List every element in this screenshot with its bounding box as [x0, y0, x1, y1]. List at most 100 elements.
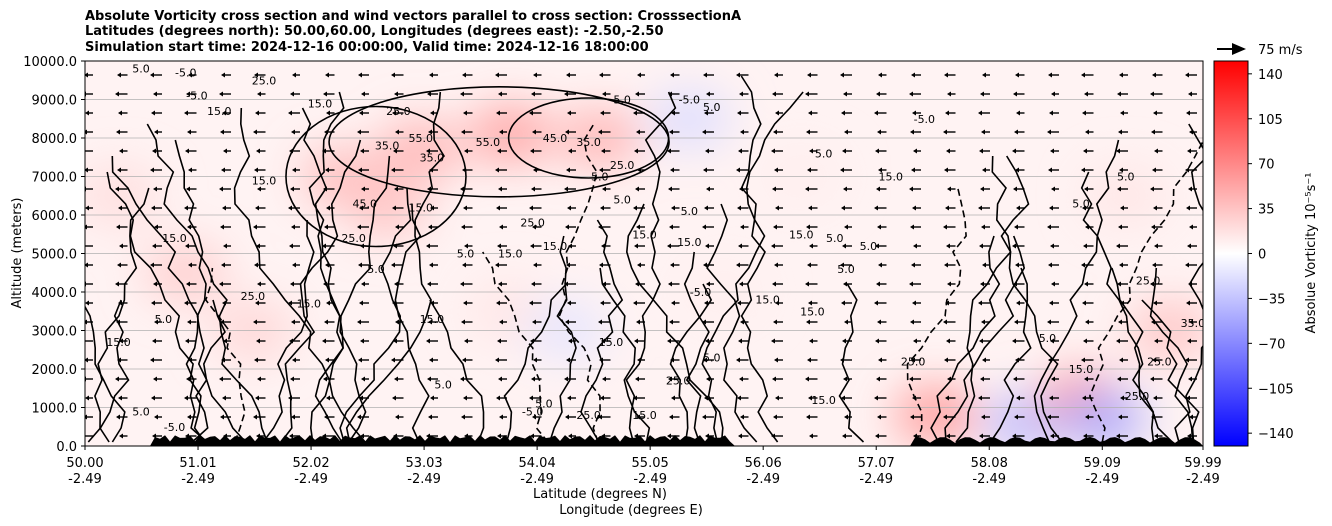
wind-vector-head [1154, 433, 1158, 439]
wind-vector-head [289, 148, 293, 154]
wind-vector-head [291, 414, 295, 420]
wind-vector-head [185, 243, 189, 249]
x-axis: 50.00-2.4951.01-2.4952.02-2.4953.03-2.49… [66, 446, 1222, 487]
wind-vector-head [530, 243, 534, 249]
wind-vector-head [635, 281, 639, 287]
contour-label: 15.0 [162, 232, 187, 245]
contour-label: 15.0 [632, 228, 657, 241]
vorticity-blob [378, 119, 463, 180]
wind-vector-head [255, 300, 259, 306]
contour-label: 45.0 [353, 197, 378, 210]
wind-vector-head [533, 72, 537, 78]
wind-vector-head [1188, 186, 1192, 192]
wind-vector-head [532, 224, 536, 230]
wind-vector-head [774, 72, 778, 78]
wind-vector-head [1014, 224, 1018, 230]
contour-line [191, 299, 226, 443]
wind-vector-head [119, 148, 123, 154]
wind-vector-head [426, 338, 430, 344]
wind-vector-head [875, 433, 879, 439]
wind-vector-head [291, 319, 295, 325]
wind-vector-head [427, 281, 431, 287]
wind-vector-head [668, 91, 672, 97]
wind-vector-head [981, 319, 985, 325]
contour-label: 25.0 [1125, 390, 1150, 403]
wind-vector-head [771, 433, 775, 439]
wind-vector-head [186, 91, 190, 97]
wind-vector-head [598, 414, 602, 420]
contour-line [233, 107, 366, 443]
wind-vector-head [1150, 91, 1154, 97]
wind-vector-head [496, 110, 500, 116]
wind-vector-head [464, 338, 468, 344]
wind-vector-head [115, 91, 119, 97]
wind-vector-head [257, 376, 261, 382]
wind-vector-head [322, 338, 326, 344]
wind-vector-head [464, 243, 468, 249]
contour-line [706, 203, 758, 443]
wind-vector-head [1016, 110, 1020, 116]
wind-vector-head [878, 72, 882, 78]
wind-vector-head [531, 91, 535, 97]
wind-vector-head [567, 395, 571, 401]
wind-vector-head [564, 186, 568, 192]
wind-vector-head [85, 357, 88, 363]
wind-vector-head [1185, 262, 1189, 268]
wind-vector-head [188, 357, 192, 363]
wind-vector-head [909, 376, 913, 382]
contour-label: 5.0 [613, 94, 631, 107]
wind-vector-head [600, 300, 604, 306]
wind-vector-head [667, 433, 671, 439]
wind-vector-head [909, 91, 913, 97]
contour-label: 5.0 [434, 378, 452, 391]
wind-vector-head [601, 338, 605, 344]
wind-vector-head [1047, 414, 1051, 420]
contour-label: 5.0 [132, 63, 150, 76]
wind-vector-head [323, 91, 327, 97]
wind-vector-head [598, 129, 602, 135]
wind-vector-head [116, 319, 120, 325]
wind-vector-head [981, 414, 985, 420]
wind-vector-head [910, 129, 914, 135]
wind-vector-head [1014, 319, 1018, 325]
wind-vector-head [736, 262, 740, 268]
contour-line [503, 283, 567, 443]
chart-title-line-2: Latitudes (degrees north): 50.00,60.00, … [85, 24, 664, 39]
wind-vector-head [1116, 338, 1120, 344]
wind-vector-head [565, 224, 569, 230]
wind-vector-head [775, 205, 779, 211]
wind-vector-head [118, 300, 122, 306]
wind-vector-head [1188, 376, 1192, 382]
wind-vector-head [739, 281, 743, 287]
wind-vector-head [705, 338, 709, 344]
wind-vector-head [496, 395, 500, 401]
colorbar-tick-label: 70 [1258, 158, 1275, 173]
wind-vector-head [740, 129, 744, 135]
contour-label: 25.0 [576, 409, 601, 422]
wind-vector-head [809, 148, 813, 154]
wind-vector-head [429, 72, 433, 78]
wind-vector-head [222, 110, 226, 116]
wind-vector-head [775, 110, 779, 116]
wind-vector-head [1049, 110, 1053, 116]
wind-vector-head [876, 186, 880, 192]
wind-vector-head [945, 395, 949, 401]
wind-vector-head [184, 205, 188, 211]
contour-line [989, 267, 1032, 443]
wind-vector-head [1083, 338, 1087, 344]
wind-vector-head [944, 357, 948, 363]
wind-vector-head [806, 414, 810, 420]
wind-vector-head [736, 357, 740, 363]
wind-vector-head [326, 395, 330, 401]
wind-vector-head [568, 433, 572, 439]
wind-vector-head [567, 110, 571, 116]
wind-vector-head [806, 129, 810, 135]
wind-vector-head [978, 205, 982, 211]
wind-vector-head [944, 167, 948, 173]
wind-vector-head [1049, 300, 1053, 306]
wind-vector-head [150, 357, 154, 363]
wind-vector-head [497, 338, 501, 344]
wind-vector-head [154, 414, 158, 420]
wind-vector-head [116, 414, 120, 420]
wind-vector-head [223, 148, 227, 154]
